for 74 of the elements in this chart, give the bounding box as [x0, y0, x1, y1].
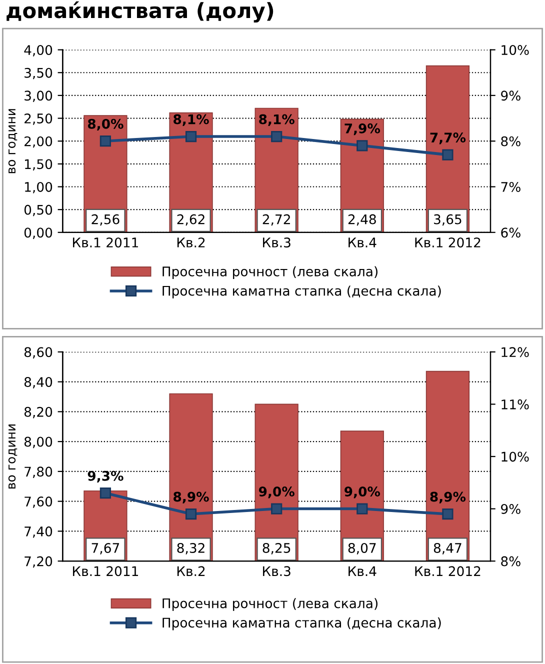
y2-tick-label: 8% — [501, 136, 520, 146]
point — [356, 503, 368, 514]
y-tick-label: 3,50 — [24, 68, 52, 80]
y2-tick-label: 7% — [501, 182, 520, 192]
legend-label: Просечна рочност (лева скала) — [162, 266, 378, 279]
y-tick-label: 8,40 — [24, 377, 52, 388]
x-tick-label: Кв.1 2012 — [415, 566, 480, 576]
x-tick-label: Кв.2 — [177, 237, 205, 248]
x-tick-label: Кв.3 — [263, 237, 290, 248]
data-label: 2,56 — [92, 214, 120, 226]
y-tick-label: 1,50 — [25, 159, 52, 170]
data-label: 2,62 — [177, 214, 204, 226]
data-label: 8,1% — [259, 114, 294, 126]
x-tick-label: Кв.1 2011 — [73, 237, 138, 248]
point — [185, 508, 197, 520]
data-label: 2,48 — [348, 214, 376, 226]
data-label: 8,25 — [262, 542, 290, 554]
point — [100, 136, 112, 147]
data-label: 7,7% — [430, 132, 466, 144]
x-tick-label: Кв.2 — [177, 566, 205, 576]
data-label: 9,0% — [258, 486, 294, 498]
point — [185, 130, 197, 142]
y-tick-label: 7,80 — [24, 466, 52, 478]
data-label: 8,9% — [430, 492, 466, 504]
x-tick-label: Кв.1 2011 — [73, 566, 138, 576]
y2-tick-label: 6% — [501, 228, 520, 238]
y2-tick-label: 8% — [501, 556, 520, 566]
data-label: 8,9% — [174, 492, 209, 504]
y-tick-label: 3,00 — [24, 90, 52, 102]
y-axis-title: во години — [8, 424, 18, 488]
y2-tick-label: 12% — [502, 347, 529, 358]
y-tick-label: 2,50 — [24, 113, 52, 125]
data-label: 8,32 — [177, 542, 204, 554]
point — [442, 508, 454, 520]
y-tick-label: 1,00 — [25, 182, 52, 194]
data-label: 7,67 — [92, 542, 120, 554]
y-tick-label: 7,20 — [24, 556, 52, 568]
y2-tick-label: 11% — [502, 399, 529, 410]
y-tick-label: 0,00 — [24, 228, 52, 239]
legend-label: Просечна каматна стапка (десна скала) — [162, 286, 441, 298]
y-axis-title: во години — [8, 109, 18, 174]
data-label: 8,07 — [348, 542, 376, 554]
data-label: 7,9% — [344, 123, 380, 136]
y-tick-label: 0,50 — [24, 204, 52, 216]
x-tick-label: Кв.3 — [263, 566, 290, 576]
data-label: 9,0% — [344, 486, 380, 498]
point — [271, 503, 282, 514]
y-tick-label: 8,00 — [24, 436, 52, 448]
legend-label: Просечна каматна стапка (десна скала) — [162, 617, 441, 630]
chart-title: домаќинствата (долу) — [6, 1, 274, 22]
data-label: 2,72 — [262, 214, 290, 226]
point — [442, 149, 454, 160]
y-tick-label: 8,20 — [24, 406, 52, 418]
point — [271, 130, 282, 142]
x-tick-label: Кв.4 — [348, 566, 376, 576]
y2-tick-label: 10% — [502, 45, 529, 55]
y-tick-label: 4,00 — [24, 45, 52, 56]
data-label: 9,3% — [88, 470, 124, 483]
data-label: 8,47 — [434, 542, 462, 554]
y2-tick-label: 9% — [501, 504, 520, 514]
x-tick-label: Кв.1 2012 — [415, 237, 480, 248]
y-tick-label: 8,60 — [24, 347, 52, 358]
point — [100, 488, 112, 499]
y-tick-label: 7,40 — [24, 526, 52, 538]
legend-label: Просечна рочност (лева скала) — [162, 598, 378, 611]
data-label: 8,1% — [174, 114, 209, 126]
y-tick-label: 7,60 — [24, 496, 52, 508]
data-label: 3,65 — [434, 214, 462, 226]
y2-tick-label: 9% — [501, 90, 520, 101]
point — [356, 140, 368, 152]
y2-tick-label: 10% — [502, 452, 529, 462]
data-label: 8,0% — [88, 118, 124, 131]
x-tick-label: Кв.4 — [348, 238, 376, 248]
y-tick-label: 2,00 — [24, 136, 52, 148]
